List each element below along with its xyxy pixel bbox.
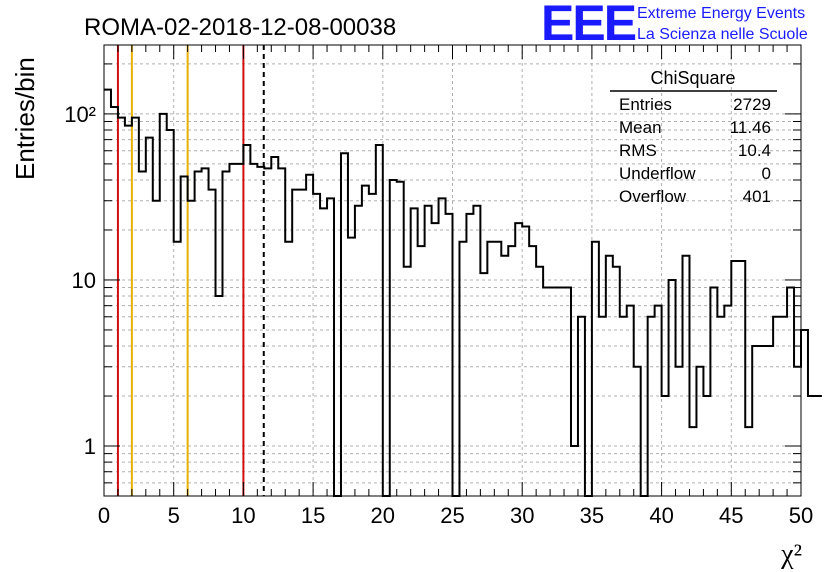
x-tick-label: 10 — [231, 503, 255, 528]
stats-row: Underflow 0 — [619, 164, 771, 183]
x-axis-label: χ² — [780, 539, 802, 570]
x-tick-label: 30 — [510, 503, 534, 528]
y-axis-label: Entries/bin — [10, 57, 40, 180]
histogram-line — [104, 88, 822, 497]
axis-ticks — [103, 45, 802, 497]
stats-value: 2729 — [733, 95, 771, 114]
logo-line-1: Extreme Energy Events — [637, 5, 805, 22]
stats-label: Underflow — [619, 164, 696, 183]
x-tick-label: 45 — [719, 503, 743, 528]
histogram-series — [104, 88, 822, 497]
stats-value: 0 — [762, 164, 771, 183]
x-tick-label: 25 — [440, 503, 464, 528]
stats-value: 10.4 — [738, 141, 771, 160]
stats-value: 11.46 — [730, 118, 771, 137]
y-tick-label: 1 — [84, 434, 96, 459]
stats-label: Mean — [619, 118, 662, 137]
x-tick-label: 15 — [301, 503, 325, 528]
stats-row: RMS 10.4 — [619, 141, 771, 160]
x-tick-label: 40 — [649, 503, 673, 528]
stats-row: Entries 2729 — [619, 95, 771, 114]
x-tick-label: 0 — [98, 503, 110, 528]
x-tick-label: 20 — [371, 503, 395, 528]
logo-line-2: La Scienza nelle Scuole — [637, 26, 808, 43]
eee-logo-mark: EEE — [541, 0, 636, 51]
stats-label: RMS — [619, 141, 657, 160]
stats-label: Entries — [619, 95, 672, 114]
chart-title: ROMA-02-2018-12-08-00038 — [84, 14, 396, 41]
stats-label: Overflow — [619, 187, 687, 206]
stats-name: ChiSquare — [650, 68, 735, 88]
eee-logo: EEE Extreme Energy Events La Scienza nel… — [541, 0, 808, 51]
y-tick-label: 10² — [64, 102, 96, 127]
x-tick-label: 35 — [580, 503, 604, 528]
x-tick-label: 50 — [789, 503, 813, 528]
stats-value: 401 — [743, 187, 771, 206]
stats-row: Overflow 401 — [619, 187, 771, 206]
x-tick-label: 5 — [168, 503, 180, 528]
stats-box: ChiSquare Entries 2729 Mean 11.46 RMS 10… — [610, 68, 777, 206]
stats-row: Mean 11.46 — [619, 118, 771, 137]
reference-lines — [116, 45, 265, 496]
y-tick-label: 10 — [72, 268, 96, 293]
